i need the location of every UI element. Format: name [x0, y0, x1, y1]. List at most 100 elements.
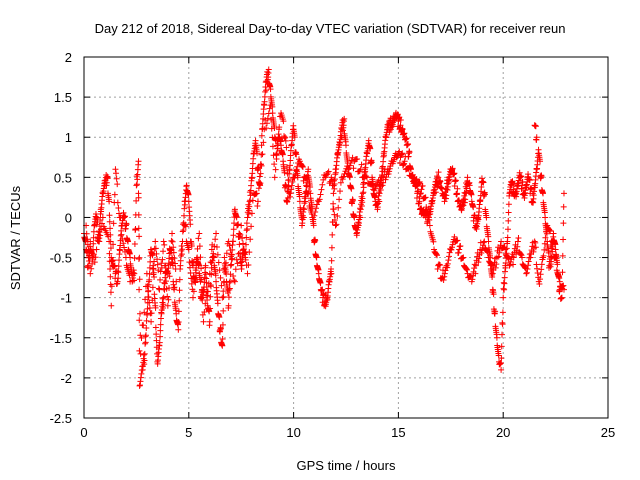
- data-point: [532, 123, 539, 130]
- data-point: [219, 294, 226, 301]
- data-point: [229, 241, 236, 248]
- data-point: [312, 209, 319, 216]
- data-point: [135, 211, 142, 218]
- data-point: [143, 317, 150, 324]
- data-point: [422, 194, 429, 201]
- data-point: [337, 188, 344, 195]
- data-point: [233, 214, 240, 221]
- data-point: [136, 254, 143, 261]
- data-point: [441, 270, 448, 277]
- data-point: [282, 137, 289, 144]
- data-point: [254, 198, 261, 205]
- data-point: [98, 226, 105, 233]
- data-point: [462, 196, 469, 203]
- data-point: [463, 266, 470, 273]
- data-point: [220, 288, 227, 295]
- data-point: [413, 176, 420, 183]
- data-point: [445, 257, 452, 264]
- data-point: [417, 190, 424, 197]
- data-point: [193, 256, 200, 263]
- data-point: [217, 274, 224, 281]
- data-point: [536, 280, 543, 287]
- data-point: [380, 179, 387, 186]
- data-point: [532, 239, 539, 246]
- data-point: [218, 282, 225, 289]
- data-point: [142, 339, 149, 346]
- data-point: [504, 226, 511, 233]
- data-point: [357, 214, 364, 221]
- data-point: [498, 343, 505, 350]
- data-point: [393, 154, 400, 161]
- data-point: [211, 243, 218, 250]
- data-point: [222, 259, 229, 266]
- data-point: [348, 157, 355, 164]
- data-point: [152, 304, 159, 311]
- y-axis-ticks: -2.5 -2 -1.5 -1 -0.5 0 0.5 1 1.5 2: [50, 50, 608, 426]
- data-point: [151, 273, 158, 280]
- data-point: [268, 116, 275, 123]
- data-point: [537, 276, 544, 283]
- data-point: [495, 253, 502, 260]
- data-point: [140, 351, 147, 358]
- data-point: [299, 163, 306, 170]
- data-point: [451, 233, 458, 240]
- y-tick-label: 1.5: [54, 90, 72, 105]
- data-point: [378, 174, 385, 181]
- data-point: [256, 173, 263, 180]
- data-point: [206, 270, 213, 277]
- data-point: [116, 257, 123, 264]
- data-point: [126, 250, 133, 257]
- data-point: [416, 193, 423, 200]
- data-point: [538, 261, 545, 268]
- data-point: [340, 122, 347, 129]
- data-point: [379, 182, 386, 189]
- data-point: [130, 267, 137, 274]
- data-point: [476, 197, 483, 204]
- data-point: [357, 206, 364, 213]
- data-point: [106, 218, 113, 225]
- data-point: [204, 297, 211, 304]
- data-point: [246, 203, 253, 210]
- data-point: [180, 227, 187, 234]
- data-point: [167, 261, 174, 268]
- data-point: [500, 285, 507, 292]
- data-point: [98, 220, 105, 227]
- data-point: [175, 321, 182, 328]
- data-point: [109, 262, 116, 269]
- data-point: [175, 308, 182, 315]
- data-point: [331, 211, 338, 218]
- data-point: [382, 176, 389, 183]
- data-point: [386, 165, 393, 172]
- data-point: [143, 270, 150, 277]
- data-point: [153, 331, 160, 338]
- data-point: [165, 296, 172, 303]
- data-point: [401, 160, 408, 167]
- data-point: [220, 293, 227, 300]
- data-point: [560, 286, 567, 293]
- data-point: [285, 177, 292, 184]
- data-point: [172, 265, 179, 272]
- data-point: [457, 243, 464, 250]
- data-point: [231, 220, 238, 227]
- data-point: [230, 226, 237, 233]
- data-point: [501, 243, 508, 250]
- data-point: [136, 317, 143, 324]
- data-point: [497, 359, 504, 366]
- data-point: [197, 254, 204, 261]
- data-point: [107, 273, 114, 280]
- data-point: [231, 278, 238, 285]
- data-point: [328, 265, 335, 272]
- data-point: [451, 182, 458, 189]
- data-point: [378, 171, 385, 178]
- data-point: [162, 270, 169, 277]
- data-point: [292, 171, 299, 178]
- data-point: [115, 205, 122, 212]
- data-point: [433, 251, 440, 258]
- data-point: [103, 179, 110, 186]
- data-point: [485, 254, 492, 261]
- data-point: [454, 185, 461, 192]
- data-point: [245, 262, 252, 269]
- data-point: [244, 270, 251, 277]
- data-point: [149, 266, 156, 273]
- data-point: [159, 295, 166, 302]
